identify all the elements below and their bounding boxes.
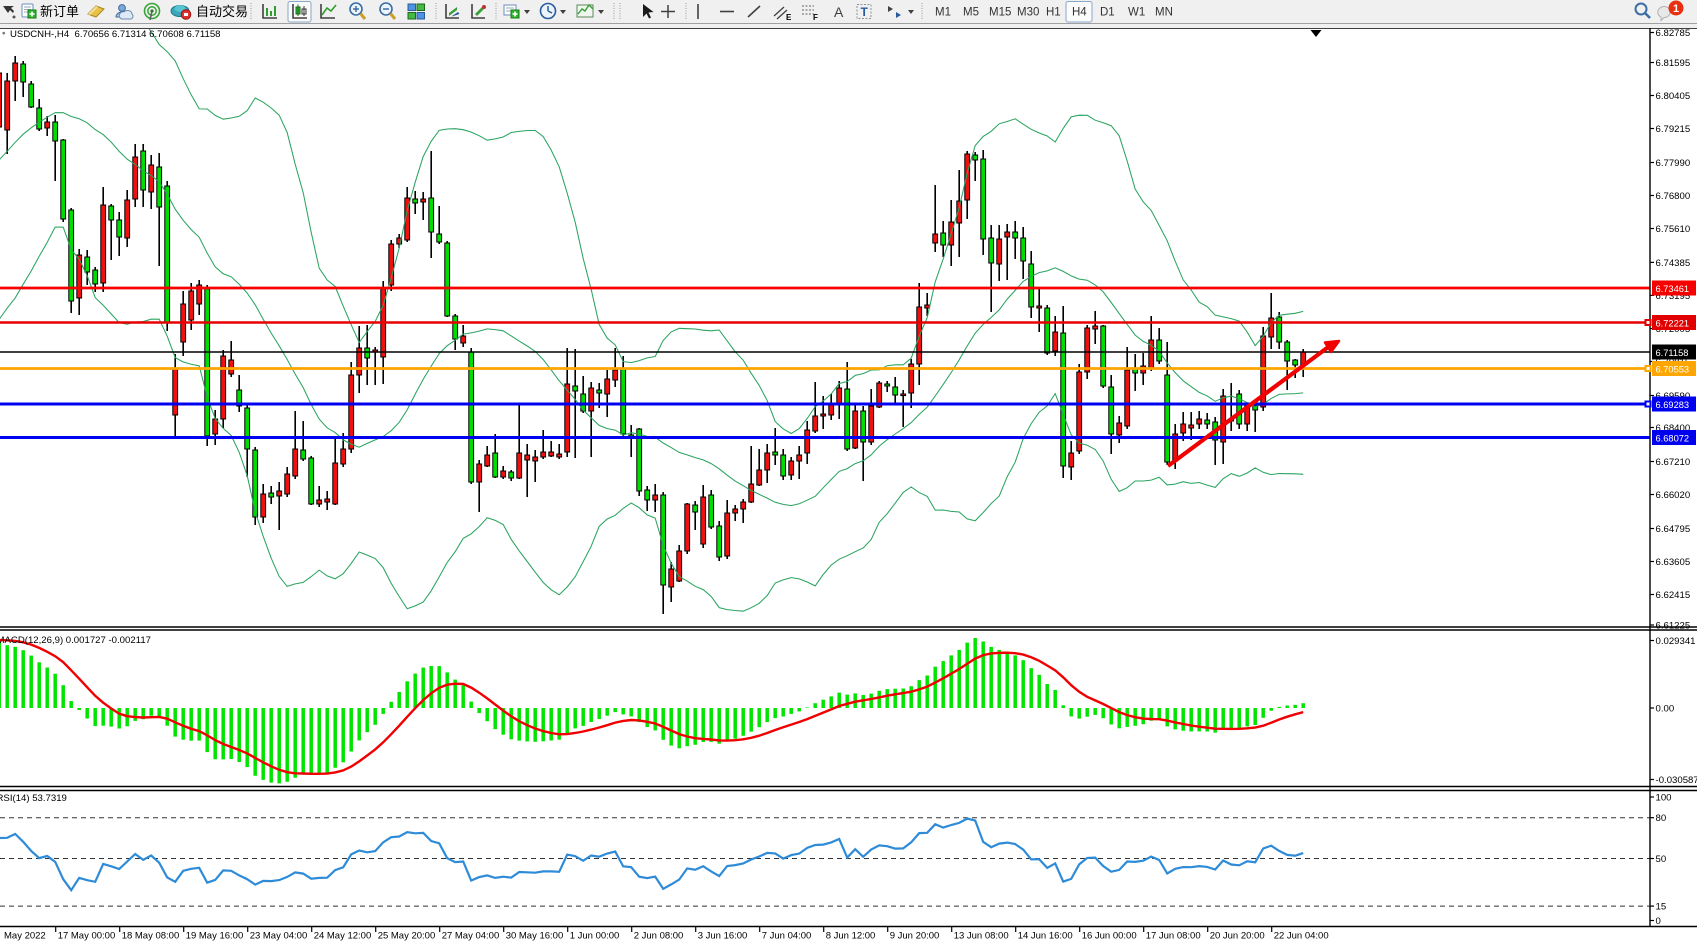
svg-text:16 Jun 00:00: 16 Jun 00:00 [1082,931,1137,942]
svg-text:0.00: 0.00 [1656,704,1675,715]
svg-text:80: 80 [1656,813,1667,824]
svg-text:W1: W1 [1128,7,1145,19]
svg-text:6.76800: 6.76800 [1656,191,1691,202]
svg-text:0: 0 [1656,916,1661,927]
svg-text:May 2022: May 2022 [4,931,46,942]
svg-text:2 Jun 08:00: 2 Jun 08:00 [634,931,684,942]
svg-text:9 Jun 20:00: 9 Jun 20:00 [890,931,940,942]
svg-text:6.81595: 6.81595 [1656,58,1691,69]
svg-text:6.71158: 6.71158 [1656,348,1689,358]
svg-text:6.68072: 6.68072 [1656,433,1690,443]
svg-text:H1: H1 [1046,7,1061,19]
svg-text:0.029341: 0.029341 [1656,636,1696,647]
svg-text:自动交易: 自动交易 [196,4,248,19]
svg-text:A: A [834,4,844,20]
svg-text:USDCNH-,H4 6.70656 6.71314 6.: USDCNH-,H4 6.70656 6.71314 6.70608 6.711… [10,29,221,40]
svg-text:1 Jun 00:00: 1 Jun 00:00 [570,931,620,942]
svg-text:20 Jun 20:00: 20 Jun 20:00 [1210,931,1265,942]
svg-text:6.73461: 6.73461 [1656,284,1690,294]
svg-text:23 May 04:00: 23 May 04:00 [250,931,308,942]
svg-text:M1: M1 [935,7,951,19]
svg-text:F: F [813,13,818,22]
svg-text:22 Jun 04:00: 22 Jun 04:00 [1274,931,1329,942]
svg-text:6.62415: 6.62415 [1656,590,1691,601]
svg-text:19 May 16:00: 19 May 16:00 [186,931,244,942]
svg-text:-0.030587: -0.030587 [1656,775,1697,786]
svg-text:6.75610: 6.75610 [1656,224,1691,235]
svg-text:3 Jun 16:00: 3 Jun 16:00 [698,931,748,942]
svg-text:D1: D1 [1100,7,1115,19]
svg-text:H4: H4 [1072,7,1087,19]
svg-text:17 Jun 08:00: 17 Jun 08:00 [1146,931,1201,942]
svg-text:8 Jun 12:00: 8 Jun 12:00 [826,931,876,942]
svg-text:25 May 20:00: 25 May 20:00 [378,931,436,942]
svg-text:M15: M15 [989,7,1011,19]
svg-text:13 Jun 08:00: 13 Jun 08:00 [954,931,1009,942]
svg-text:MACD(12,26,9) 0.001727 -0.0021: MACD(12,26,9) 0.001727 -0.002117 [0,635,151,646]
svg-text:E: E [786,13,792,22]
svg-text:MN: MN [1155,7,1173,19]
svg-text:6.67210: 6.67210 [1656,457,1691,468]
svg-text:6.72221: 6.72221 [1656,318,1690,328]
svg-text:M5: M5 [963,7,979,19]
svg-text:RSI(14) 53.7319: RSI(14) 53.7319 [0,793,67,804]
svg-text:6.63605: 6.63605 [1656,557,1691,568]
svg-text:6.82785: 6.82785 [1656,28,1691,39]
svg-text:50: 50 [1656,854,1667,865]
svg-text:6.80405: 6.80405 [1656,91,1691,102]
svg-text:6.69283: 6.69283 [1656,400,1690,410]
svg-text:1: 1 [1673,3,1679,15]
svg-text:6.77990: 6.77990 [1656,158,1691,169]
svg-text:27 May 04:00: 27 May 04:00 [442,931,500,942]
svg-text:T: T [861,5,869,19]
svg-text:6.66020: 6.66020 [1656,490,1691,501]
svg-text:14 Jun 16:00: 14 Jun 16:00 [1018,931,1073,942]
svg-text:•: • [2,29,6,40]
svg-text:6.74385: 6.74385 [1656,258,1691,269]
svg-text:30 May 16:00: 30 May 16:00 [506,931,564,942]
svg-text:18 May 08:00: 18 May 08:00 [122,931,180,942]
svg-text:M30: M30 [1017,7,1039,19]
svg-text:6.64795: 6.64795 [1656,524,1691,535]
svg-text:6.79215: 6.79215 [1656,124,1691,135]
svg-text:7 Jun 04:00: 7 Jun 04:00 [762,931,812,942]
svg-text:6.70553: 6.70553 [1656,364,1690,374]
svg-text:100: 100 [1656,793,1672,804]
svg-text:24 May 12:00: 24 May 12:00 [314,931,372,942]
svg-text:17 May 00:00: 17 May 00:00 [58,931,116,942]
svg-text:15: 15 [1656,902,1667,913]
svg-text:6.61225: 6.61225 [1656,621,1691,632]
svg-text:新订单: 新订单 [40,4,79,19]
